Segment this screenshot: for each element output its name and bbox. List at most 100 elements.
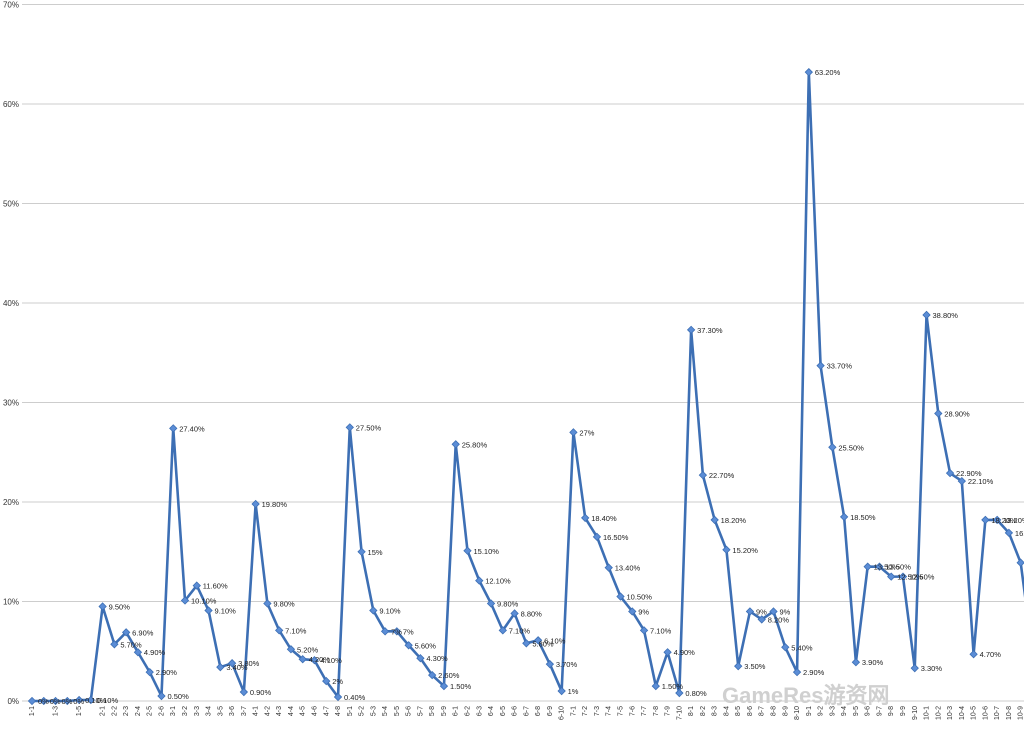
- data-label: 63.20%: [815, 68, 841, 77]
- data-point: [604, 563, 613, 572]
- data-point: [369, 606, 378, 615]
- data-label: 9.10%: [215, 606, 237, 615]
- data-point: [133, 648, 143, 657]
- x-tick-label: 9-3: [829, 706, 836, 716]
- series-line: [32, 70, 1024, 703]
- data-label: 0%: [73, 697, 84, 706]
- x-tick-label: 6-3: [476, 706, 483, 716]
- x-tick-label: 2-6: [158, 706, 165, 716]
- data-point: [522, 639, 531, 648]
- x-tick-label: 9-2: [818, 706, 825, 716]
- data-label: 0.40%: [344, 693, 366, 702]
- data-label: 18.20%: [721, 516, 747, 525]
- data-point: [322, 676, 331, 686]
- data-label: 7.10%: [509, 626, 531, 635]
- data-label: 5.20%: [297, 645, 319, 654]
- data-label: 4.10%: [320, 656, 342, 665]
- x-tick-label: 9-5: [853, 706, 860, 716]
- data-label: 9.80%: [497, 599, 519, 608]
- data-labels: 0% 0% 0% 0% 0.10%0.10%9.50%5.70%6.90%4.90%2.…: [38, 68, 1024, 706]
- data-label: 7%: [403, 627, 414, 636]
- data-point: [898, 572, 908, 581]
- data-label: 16.90%: [1015, 529, 1024, 538]
- data-label: 5.40%: [791, 643, 813, 652]
- data-label: 0.10%: [85, 696, 107, 705]
- data-point: [251, 499, 260, 509]
- y-tick-label: 10%: [3, 598, 19, 607]
- data-point: [945, 468, 955, 478]
- data-point: [275, 626, 284, 635]
- data-label: 5.80%: [532, 639, 554, 648]
- x-tick-label: 9-1: [806, 706, 813, 716]
- x-tick-label: 4-7: [323, 706, 330, 716]
- data-label: 15%: [368, 548, 383, 557]
- x-tick-label: 9-8: [888, 706, 895, 716]
- x-tick-label: 9-10: [912, 706, 919, 720]
- x-tick-label: 7-4: [606, 706, 613, 716]
- data-label: 0%: [62, 697, 73, 706]
- data-point: [792, 667, 802, 677]
- x-tick-label: 7-5: [618, 706, 625, 716]
- data-label: 2%: [332, 677, 343, 686]
- data-label: 3.90%: [862, 658, 884, 667]
- x-tick-label: 5-7: [417, 706, 424, 716]
- data-point: [863, 562, 872, 571]
- data-point: [781, 643, 790, 652]
- x-tick-label: 2-3: [123, 706, 130, 716]
- data-label: 9.50%: [109, 602, 131, 611]
- x-tick-label: 10-5: [971, 706, 978, 720]
- data-point: [616, 592, 625, 601]
- x-tick-label: 3-1: [170, 706, 177, 716]
- data-label: 9.80%: [273, 599, 295, 608]
- data-label: 8.80%: [521, 609, 543, 618]
- data-point: [63, 696, 72, 706]
- data-label: 37.30%: [697, 326, 723, 335]
- x-tick-label: 4-8: [335, 706, 342, 716]
- data-label: 1%: [568, 687, 579, 696]
- y-tick-label: 20%: [3, 498, 19, 507]
- x-tick-label: 2-2: [111, 706, 118, 716]
- data-point: [722, 545, 731, 554]
- x-tick-label: 10-4: [959, 706, 966, 720]
- x-tick-label: 1-3: [53, 706, 60, 716]
- x-tick-label: 10-2: [935, 706, 942, 720]
- data-label: 15.10%: [473, 547, 499, 556]
- x-tick-label: 10-6: [982, 706, 989, 720]
- y-tick-label: 40%: [3, 299, 19, 308]
- x-tick-label: 8-5: [735, 706, 742, 716]
- x-tick-label: 1-1: [29, 706, 36, 716]
- x-tick-label: 7-9: [665, 706, 672, 716]
- data-point: [345, 423, 354, 432]
- data-point: [392, 627, 402, 636]
- data-label: 7%: [391, 627, 402, 636]
- y-tick-label: 60%: [3, 100, 19, 109]
- data-point: [992, 515, 1002, 525]
- x-tick-label: 9-9: [900, 706, 907, 716]
- data-point: [145, 667, 154, 677]
- data-point: [887, 572, 896, 581]
- data-label: 3.30%: [921, 664, 943, 673]
- x-tick-label: 7-3: [594, 706, 601, 716]
- x-tick-label: 8-1: [688, 706, 695, 716]
- data-point: [745, 607, 755, 616]
- x-tick-label: 3-6: [229, 706, 236, 716]
- data-point: [451, 440, 460, 449]
- x-tick-label: 6-9: [547, 706, 554, 716]
- data-label: 18.40%: [591, 514, 617, 523]
- data-point: [110, 640, 119, 649]
- x-tick-label: 7-7: [641, 706, 648, 716]
- data-point: [757, 615, 766, 624]
- x-tick-label: 6-5: [500, 706, 507, 716]
- data-point: [216, 663, 225, 672]
- data-point: [404, 641, 413, 650]
- data-label: 4.20%: [309, 655, 331, 664]
- data-point: [121, 628, 131, 637]
- data-point: [1004, 528, 1014, 538]
- data-label: 1.50%: [450, 682, 472, 691]
- data-point: [510, 609, 519, 618]
- data-point: [157, 691, 166, 701]
- data-label: 18.50%: [850, 513, 876, 522]
- data-label: 6.10%: [544, 636, 566, 645]
- data-point: [910, 663, 919, 673]
- x-tick-label: 5-8: [429, 706, 436, 716]
